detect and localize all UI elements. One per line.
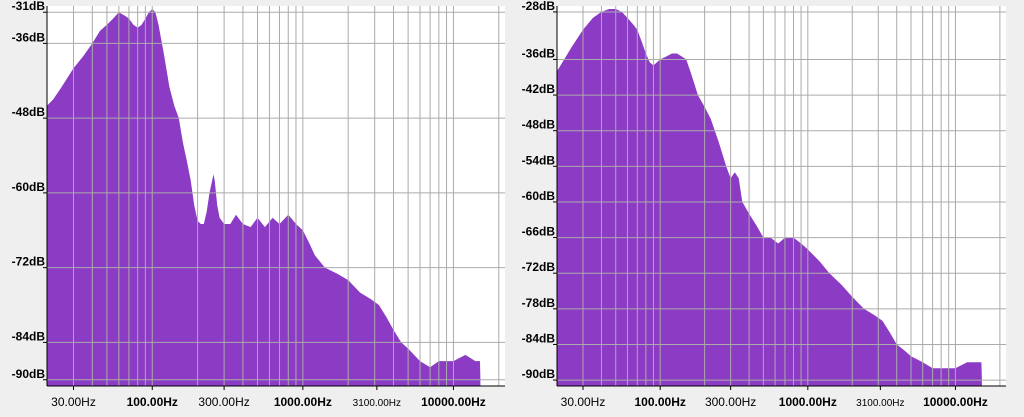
spectrum-chart-2: -28dB -36dB -42dB -48dB -54dB -60dB -66dB -72dB…: [522, 0, 1006, 409]
x-tick-label: 10000.00Hz: [923, 395, 988, 409]
x-tick-label: 10000.00Hz: [421, 395, 486, 409]
x-tick-label: 300.00Hz: [198, 395, 249, 409]
y-tick-label: -72dB: [522, 260, 556, 274]
y-tick-label: -78dB: [522, 296, 556, 310]
y-tick-label: -36dB: [522, 46, 556, 60]
y-tick-label: -84dB: [12, 329, 46, 343]
y-tick-label: -84dB: [522, 331, 556, 345]
y-tick-label: -72dB: [12, 255, 46, 269]
y-tick-label: -48dB: [12, 105, 46, 119]
x-tick-label: 100.00Hz: [127, 395, 178, 409]
x-tick-label: 100.00Hz: [635, 395, 686, 409]
y-tick-label: -48dB: [522, 118, 556, 132]
x-tick-label: 1000.00Hz: [779, 395, 837, 409]
y-tick-label: -42dB: [522, 82, 556, 96]
x-tick-label: 30.00Hz: [561, 395, 606, 409]
x-tick-label: 1000.00Hz: [274, 395, 332, 409]
y-tick-label: -36dB: [12, 30, 46, 44]
y-tick-label: -60dB: [12, 180, 46, 194]
y-tick-label: -90dB: [522, 367, 556, 381]
x-tick-label: 3100.00Hz: [856, 398, 904, 409]
y-tick-label: -60dB: [522, 189, 556, 203]
y-tick-label: -31dB: [12, 0, 46, 13]
x-tick-label: 3100.00Hz: [353, 398, 401, 409]
spectrum-chart-1: -31dB -36dB -48dB -60dB -72dB -84dB -90dB 30.00…: [12, 0, 505, 409]
y-tick-label: -66dB: [522, 225, 556, 239]
spectrum-area: [47, 9, 481, 386]
spectrum-area: [557, 9, 982, 386]
y-tick-label: -28dB: [522, 0, 556, 13]
y-tick-label: -54dB: [522, 153, 556, 167]
y-tick-label: -90dB: [12, 367, 46, 381]
x-tick-label: 300.00Hz: [705, 395, 756, 409]
x-tick-label: 30.00Hz: [51, 395, 96, 409]
